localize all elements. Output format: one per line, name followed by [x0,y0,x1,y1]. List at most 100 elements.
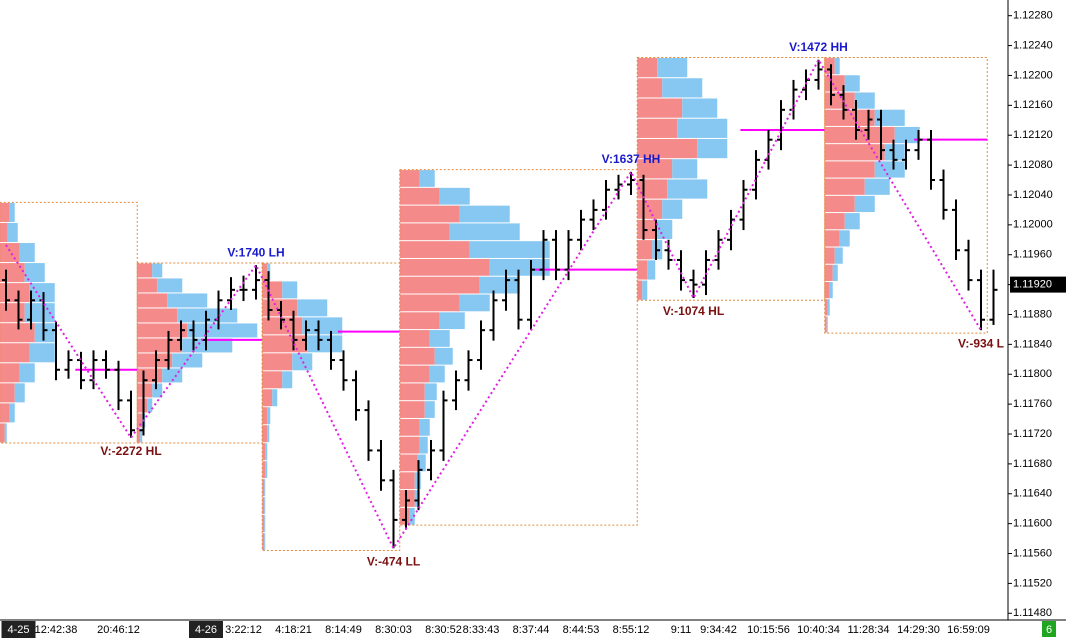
profile-buy [459,294,490,312]
profile-sell [0,222,8,243]
profile-sell [399,436,420,454]
profile-sell [824,213,845,230]
y-tick-label: 1.12280 [1013,10,1053,22]
profile-sell [399,490,415,507]
profile-sell [0,283,30,303]
badge-bg [1042,621,1056,637]
x-tick-label: 8:30:03 [375,624,412,636]
profile-sell [0,363,20,383]
swing-label: V:1637 HH [602,152,661,166]
swing-label: V:-1074 HL [663,304,724,318]
profile-sell [137,323,188,338]
swing-label: V:-474 LL [367,554,420,568]
profile-sell [824,92,855,109]
swing-label: V:-934 L [958,336,1004,350]
y-tick-label: 1.11840 [1013,338,1052,350]
profile-buy [264,533,266,551]
profile-sell [399,276,480,294]
profile-buy [265,443,268,461]
x-tick-label: 14:29:30 [897,624,940,636]
profile-buy [307,335,343,353]
profile-sell [824,264,833,281]
y-tick-label: 1.11880 [1013,308,1052,320]
profile-buy [459,205,510,223]
profile-buy [469,241,550,258]
date-label: 4-25 [7,624,29,636]
profile-buy [417,454,426,472]
profile-sell [637,199,663,219]
y-tick-label: 1.11680 [1013,458,1052,470]
profile-buy [157,278,183,293]
profile-buy [832,264,838,281]
y-tick-label: 1.12200 [1013,69,1053,81]
profile-buy [439,187,470,205]
x-tick-label: 10:15:56 [747,624,790,636]
y-tick-label: 1.11800 [1013,368,1052,380]
profile-sell [137,353,173,368]
profile-sell [262,281,283,299]
profile-sell [399,258,490,276]
x-tick-label: 8:33:43 [463,624,500,636]
profile-buy [894,126,920,144]
profile-buy [409,507,415,525]
axes: 1.11480 1.11520 1.11560 1.11600 1.11640 1.116… [1,10,1066,638]
profile-sell [824,195,855,213]
profile-buy [829,281,833,299]
profile-buy [874,109,905,126]
profile-sell [0,323,35,343]
last-price-box [1010,276,1066,293]
profiles [0,57,988,552]
y-tick-label: 1.12080 [1013,159,1053,171]
profile-sell [137,293,168,308]
profile-sell [637,179,668,199]
profile-buy [187,323,258,338]
y-tick-label: 1.11560 [1013,547,1052,559]
profile-buy [265,461,268,479]
profile-buy [282,371,293,389]
profile-sell [0,202,10,222]
profile-buy [7,222,18,243]
profile-sell [399,454,418,472]
x-tick-label: 9:34:42 [700,624,737,636]
profile-sell [0,243,20,263]
profile-sell [137,368,163,383]
profile-buy [182,338,233,353]
profile-sell [262,389,273,407]
profile-sell [0,423,5,443]
profile-sell [824,75,845,92]
profile-buy [429,330,450,347]
profile-buy [29,283,55,303]
profile-sell [399,312,440,330]
x-tick-label: 4:18:21 [275,624,312,636]
profile-buy [419,436,428,454]
profile-buy [682,98,718,118]
profile-buy [167,293,208,308]
y-tick-label: 1.12040 [1013,189,1053,201]
profile-sell [262,371,283,389]
profile-buy [864,178,890,195]
x-tick-label: 8:14:49 [325,624,362,636]
profile-buy [834,247,843,264]
profile-sell [0,383,15,403]
profile-sell [399,507,410,525]
profile-buy [264,515,266,533]
profile-sell [137,413,143,428]
profile-sell [262,335,308,353]
profile-buy [697,138,728,159]
profile-sell [0,343,30,363]
x-tick-label: 20:46:12 [97,624,140,636]
profile-sell [824,178,865,195]
x-tick-label: 3:22:12 [225,624,262,636]
profile-sell [824,281,830,299]
profile-buy [479,276,520,294]
badge: 6 [1046,624,1052,636]
profile-buy [854,92,875,109]
y-tick-label: 1.12000 [1013,219,1053,231]
profile-sell [262,317,303,335]
x-tick-label: 8:30:52 [425,624,462,636]
profile-sell [399,383,425,401]
profile-buy [24,263,45,283]
profile-sell [399,472,415,490]
profile-sell [637,260,648,280]
